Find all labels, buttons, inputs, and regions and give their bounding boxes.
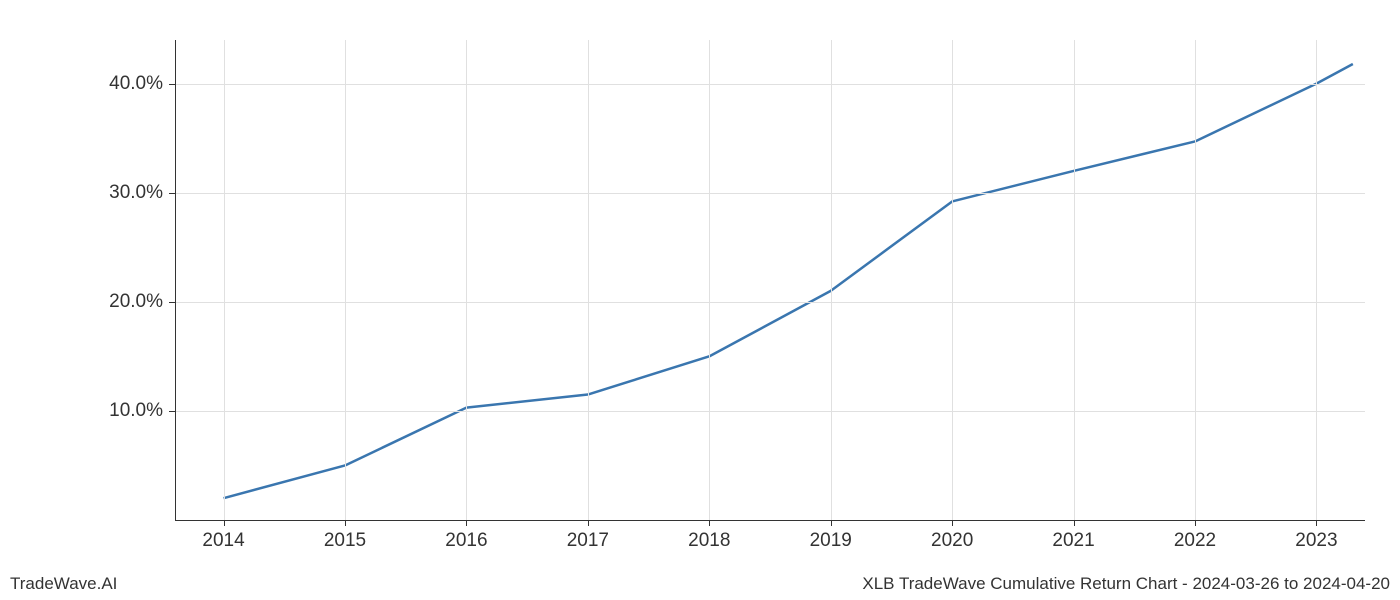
grid-line-vertical	[709, 40, 710, 520]
grid-line-vertical	[831, 40, 832, 520]
grid-line-horizontal	[175, 84, 1365, 85]
x-tick-label: 2023	[1295, 530, 1337, 552]
grid-line-vertical	[345, 40, 346, 520]
footer-left-text: TradeWave.AI	[10, 574, 117, 594]
x-tick-label: 2021	[1052, 530, 1094, 552]
x-tick-label: 2015	[324, 530, 366, 552]
grid-line-vertical	[224, 40, 225, 520]
return-line	[224, 64, 1353, 498]
x-axis-spine	[175, 520, 1365, 521]
grid-line-horizontal	[175, 411, 1365, 412]
y-tick-label: 30.0%	[109, 182, 163, 204]
grid-line-vertical	[1316, 40, 1317, 520]
grid-line-horizontal	[175, 302, 1365, 303]
grid-line-vertical	[952, 40, 953, 520]
line-series	[175, 40, 1365, 520]
x-tick-label: 2020	[931, 530, 973, 552]
grid-line-vertical	[1195, 40, 1196, 520]
x-tick-label: 2017	[567, 530, 609, 552]
grid-line-horizontal	[175, 193, 1365, 194]
x-tick-label: 2014	[202, 530, 244, 552]
x-tick-label: 2022	[1174, 530, 1216, 552]
grid-line-vertical	[588, 40, 589, 520]
plot-area	[175, 40, 1365, 520]
y-tick-label: 40.0%	[109, 73, 163, 95]
y-tick-label: 10.0%	[109, 400, 163, 422]
grid-line-vertical	[1074, 40, 1075, 520]
grid-line-vertical	[466, 40, 467, 520]
x-tick-label: 2016	[445, 530, 487, 552]
x-tick-label: 2019	[810, 530, 852, 552]
x-tick-label: 2018	[688, 530, 730, 552]
footer-right-text: XLB TradeWave Cumulative Return Chart - …	[862, 574, 1390, 594]
chart-container: TradeWave.AI XLB TradeWave Cumulative Re…	[0, 0, 1400, 600]
y-axis-spine	[175, 40, 176, 520]
y-tick-label: 20.0%	[109, 291, 163, 313]
